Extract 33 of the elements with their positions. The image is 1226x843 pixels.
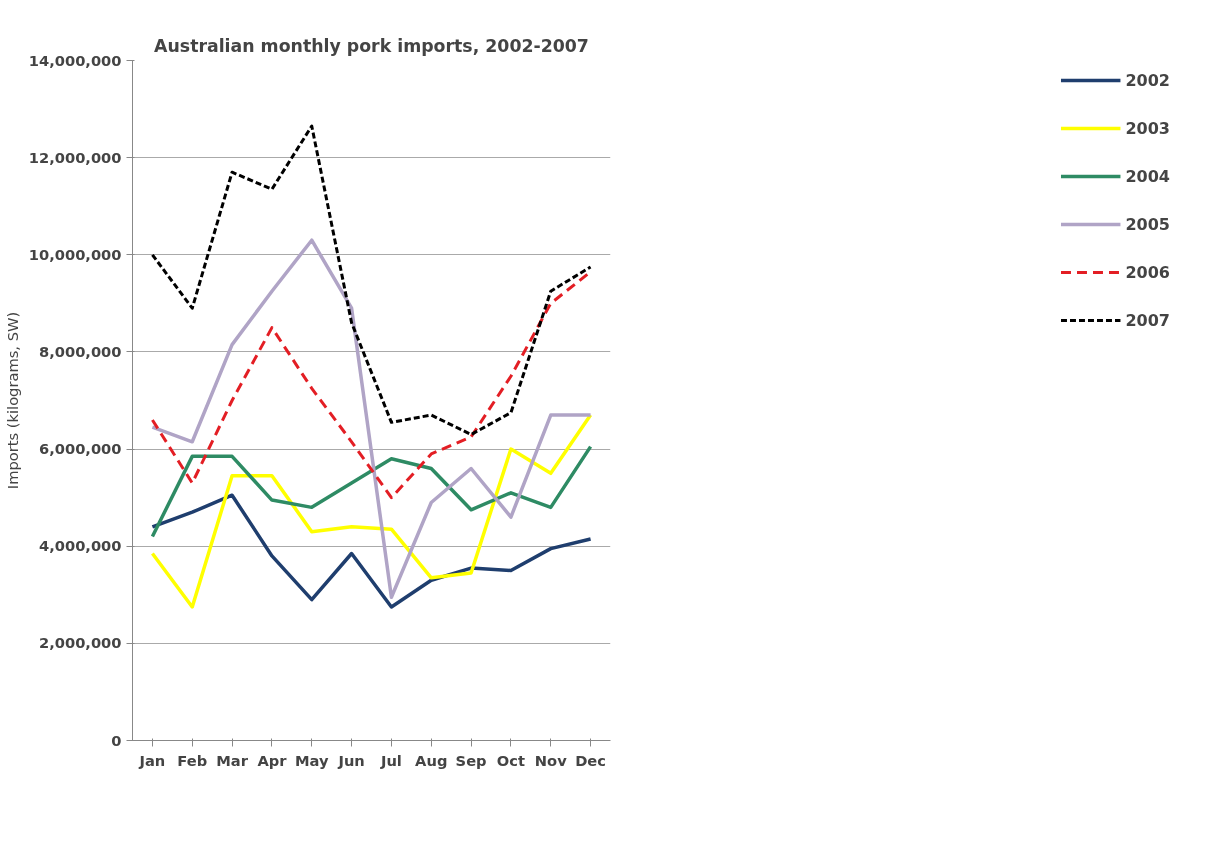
x-tick-label: Jan xyxy=(138,751,166,769)
line-series xyxy=(150,413,593,609)
x-tick-label: May xyxy=(294,751,329,769)
x-tick-label: Dec xyxy=(575,751,606,769)
legend-label: 2005 xyxy=(1125,214,1170,234)
line-series xyxy=(150,238,593,599)
x-tick-label: Mar xyxy=(216,751,249,769)
y-tick-label: 4,000,000 xyxy=(38,537,122,555)
line-series xyxy=(150,444,593,539)
line-series xyxy=(150,493,593,609)
legend-label: 2004 xyxy=(1125,166,1170,186)
x-tick-label: Aug xyxy=(415,751,448,769)
legend-label: 2003 xyxy=(1125,118,1170,138)
y-tick-label: 14,000,000 xyxy=(28,51,122,69)
x-tick-label: Apr xyxy=(257,751,288,769)
y-tick-label: 6,000,000 xyxy=(38,440,122,458)
x-tick-label: Oct xyxy=(496,751,525,769)
x-tick-label: Feb xyxy=(177,751,208,769)
y-tick-label: 8,000,000 xyxy=(38,342,122,360)
chart-title: Australian monthly pork imports, 2002-2007 xyxy=(154,35,589,56)
y-tick-label: 2,000,000 xyxy=(38,634,122,652)
y-tick-label: 12,000,000 xyxy=(28,148,122,166)
y-axis-title: Imports (kilograms, SW) xyxy=(3,311,21,490)
x-tick-label: Sep xyxy=(455,751,487,769)
x-tick-label: Jun xyxy=(337,751,365,769)
legend-label: 2006 xyxy=(1125,262,1170,282)
legend-label: 2007 xyxy=(1125,310,1170,330)
y-tick-label: 10,000,000 xyxy=(28,245,122,263)
legend-label: 2002 xyxy=(1125,70,1170,90)
y-tick-label: 0 xyxy=(111,731,122,749)
line-series xyxy=(150,124,593,436)
x-tick-label: Nov xyxy=(534,751,568,769)
x-tick-label: Jul xyxy=(379,751,402,769)
